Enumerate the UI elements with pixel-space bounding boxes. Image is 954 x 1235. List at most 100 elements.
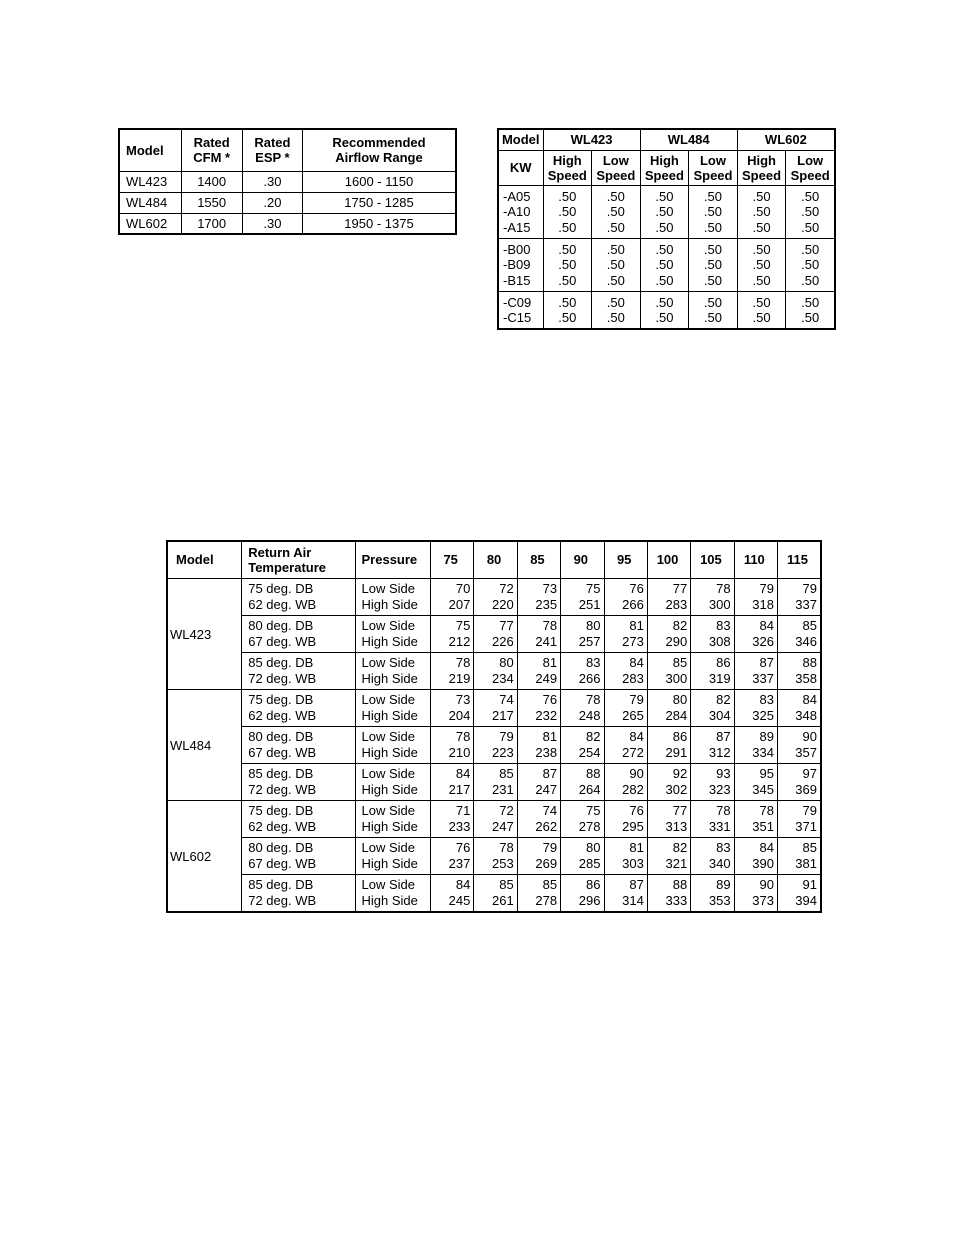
cell-value: 97369 bbox=[778, 764, 822, 801]
cell-value: 85346 bbox=[778, 616, 822, 653]
value-low: 90 bbox=[605, 766, 644, 782]
cell-value: 82321 bbox=[647, 838, 690, 875]
table-row: WL60275 deg. DB62 deg. WBLow SideHigh Si… bbox=[167, 801, 821, 838]
return-air-db: 80 deg. DB bbox=[248, 840, 354, 856]
table-row: WL4841550.201750 - 1285 bbox=[119, 192, 456, 213]
pressure-high-label: High Side bbox=[362, 634, 431, 650]
th-105: 105 bbox=[691, 541, 734, 579]
cell-val: .50 bbox=[640, 257, 689, 273]
value-low: 84 bbox=[735, 618, 774, 634]
cell-val: .50 bbox=[737, 204, 786, 220]
value-low: 87 bbox=[605, 877, 644, 893]
cell-val: .50 bbox=[689, 238, 738, 257]
th-pressure: Pressure bbox=[355, 541, 431, 579]
th-75: 75 bbox=[431, 541, 474, 579]
cell-value: 81238 bbox=[517, 727, 560, 764]
cell-range: 1750 - 1285 bbox=[302, 192, 456, 213]
value-high: 264 bbox=[561, 782, 600, 798]
cell-val: .50 bbox=[689, 310, 738, 329]
value-low: 97 bbox=[778, 766, 817, 782]
value-high: 319 bbox=[691, 671, 730, 687]
value-high: 313 bbox=[648, 819, 687, 835]
value-high: 371 bbox=[778, 819, 817, 835]
value-high: 291 bbox=[648, 745, 687, 761]
value-high: 248 bbox=[561, 708, 600, 724]
th-80: 80 bbox=[474, 541, 517, 579]
value-high: 273 bbox=[605, 634, 644, 650]
cell-val: .50 bbox=[786, 273, 835, 292]
value-high: 358 bbox=[778, 671, 817, 687]
th-hi-3: High Speed bbox=[737, 150, 786, 185]
value-low: 89 bbox=[691, 877, 730, 893]
value-low: 86 bbox=[561, 877, 600, 893]
th-lo-2: Low Speed bbox=[689, 150, 738, 185]
cell-value: 77313 bbox=[647, 801, 690, 838]
value-low: 87 bbox=[691, 729, 730, 745]
th-model-c: Model bbox=[167, 541, 242, 579]
return-air-wb: 62 deg. WB bbox=[248, 819, 354, 835]
cell-kw: -B15 bbox=[498, 273, 543, 292]
value-high: 312 bbox=[691, 745, 730, 761]
cell-value: 83308 bbox=[691, 616, 734, 653]
value-high: 219 bbox=[431, 671, 470, 687]
value-high: 345 bbox=[735, 782, 774, 798]
value-high: 212 bbox=[431, 634, 470, 650]
cell-val: .50 bbox=[640, 273, 689, 292]
value-low: 77 bbox=[474, 618, 513, 634]
th-100: 100 bbox=[647, 541, 690, 579]
value-high: 266 bbox=[561, 671, 600, 687]
cell-value: 78331 bbox=[691, 801, 734, 838]
cell-value: 84326 bbox=[734, 616, 777, 653]
pressure-low-label: Low Side bbox=[362, 729, 431, 745]
cell-value: 90373 bbox=[734, 875, 777, 913]
value-high: 204 bbox=[431, 708, 470, 724]
cell-value: 95345 bbox=[734, 764, 777, 801]
value-low: 86 bbox=[691, 655, 730, 671]
value-high: 235 bbox=[518, 597, 557, 613]
cell-value: 78300 bbox=[691, 579, 734, 616]
cell-model: WL423 bbox=[119, 171, 181, 192]
cell-value: 86319 bbox=[691, 653, 734, 690]
return-air-wb: 62 deg. WB bbox=[248, 708, 354, 724]
cell-value: 74262 bbox=[517, 801, 560, 838]
value-high: 261 bbox=[474, 893, 513, 909]
value-low: 72 bbox=[474, 803, 513, 819]
value-high: 265 bbox=[605, 708, 644, 724]
return-air-db: 85 deg. DB bbox=[248, 766, 354, 782]
cell-pressure: Low SideHigh Side bbox=[355, 653, 431, 690]
cell-val: .50 bbox=[640, 204, 689, 220]
cell-val: .50 bbox=[640, 220, 689, 239]
table-row: 85 deg. DB72 deg. WBLow SideHigh Side842… bbox=[167, 764, 821, 801]
value-high: 300 bbox=[691, 597, 730, 613]
value-low: 83 bbox=[561, 655, 600, 671]
th-range: Recommended Airflow Range bbox=[302, 129, 456, 171]
th-95: 95 bbox=[604, 541, 647, 579]
table-row: -A05.50.50.50.50.50.50 bbox=[498, 185, 835, 204]
cell-return-air: 80 deg. DB67 deg. WB bbox=[242, 727, 355, 764]
value-high: 302 bbox=[648, 782, 687, 798]
value-low: 71 bbox=[431, 803, 470, 819]
cell-return-air: 75 deg. DB62 deg. WB bbox=[242, 801, 355, 838]
value-low: 78 bbox=[518, 618, 557, 634]
value-low: 75 bbox=[561, 581, 600, 597]
table-row: 85 deg. DB72 deg. WBLow SideHigh Side782… bbox=[167, 653, 821, 690]
value-high: 253 bbox=[474, 856, 513, 872]
pressure-low-label: Low Side bbox=[362, 877, 431, 893]
value-high: 373 bbox=[735, 893, 774, 909]
cell-val: .50 bbox=[592, 257, 641, 273]
cell-esp: .30 bbox=[242, 171, 302, 192]
pressure-low-label: Low Side bbox=[362, 581, 431, 597]
cell-value: 80285 bbox=[561, 838, 604, 875]
value-high: 282 bbox=[605, 782, 644, 798]
cell-value: 89353 bbox=[691, 875, 734, 913]
value-high: 210 bbox=[431, 745, 470, 761]
table-row: -C09.50.50.50.50.50.50 bbox=[498, 291, 835, 310]
cell-val: .50 bbox=[543, 257, 592, 273]
value-low: 82 bbox=[648, 618, 687, 634]
cell-range: 1600 - 1150 bbox=[302, 171, 456, 192]
th-wl484: WL484 bbox=[640, 129, 737, 150]
value-high: 369 bbox=[778, 782, 817, 798]
rated-airflow-table: Model Rated CFM * Rated ESP * Recommende… bbox=[118, 128, 457, 235]
cell-value: 87314 bbox=[604, 875, 647, 913]
cell-value: 76237 bbox=[431, 838, 474, 875]
